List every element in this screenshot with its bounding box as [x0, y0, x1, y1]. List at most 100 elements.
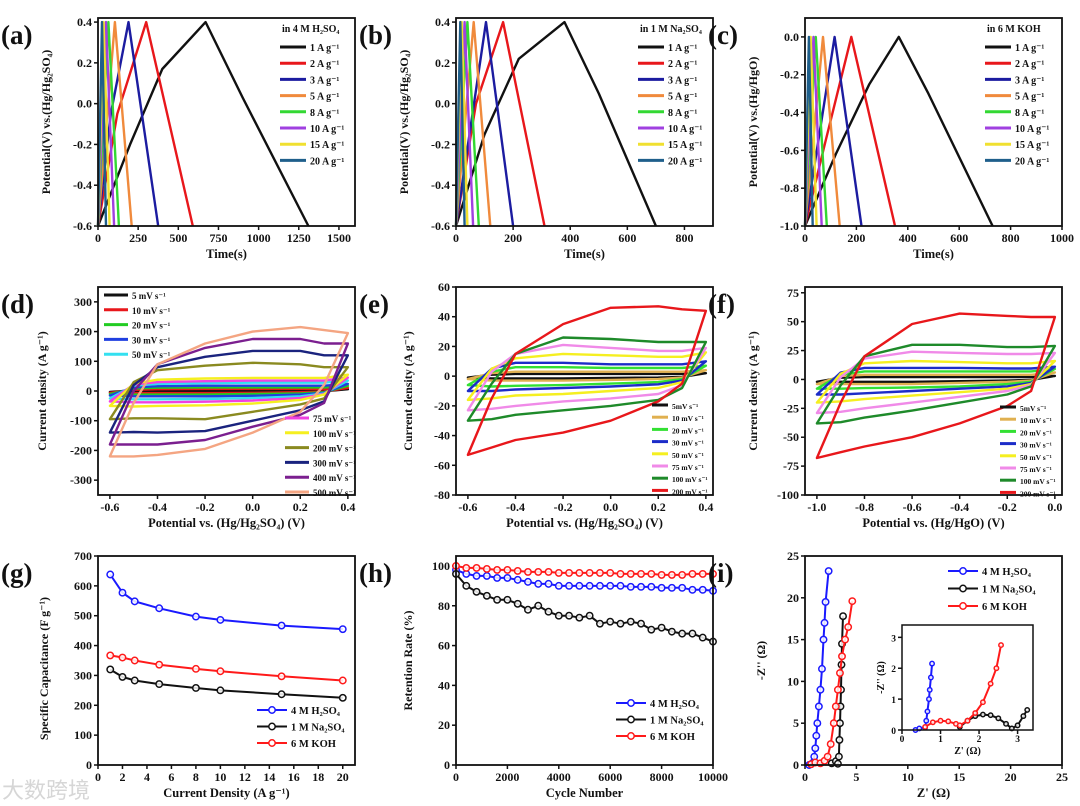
y-axis-title: Specific Capacitance (F g⁻¹) — [37, 597, 51, 740]
legend-item: 20 mV s⁻¹ — [104, 321, 171, 331]
legend-label: 20 mV s⁻¹ — [1020, 428, 1052, 437]
y-tick-label: 0 — [86, 758, 92, 772]
legend-label: 20 A g⁻¹ — [1015, 156, 1049, 167]
panel-label: (d) — [1, 289, 34, 319]
data-point — [462, 563, 471, 572]
legend-title: in 4 M H₂SO₄ — [282, 24, 339, 35]
legend-item: 1 A g⁻¹ — [985, 43, 1044, 54]
y-tick-label: 15 — [787, 633, 799, 647]
legend-marker — [268, 706, 276, 714]
panel-a: (a) 0 250 500 750 1000 1250 1500 -0.6 -0.4 -0.2 0.0… — [1, 15, 356, 261]
data-point — [993, 665, 1000, 672]
y-tick-label: 60 — [438, 639, 450, 653]
data-point — [964, 717, 971, 724]
legend-item: 100 mV s⁻¹ — [1000, 477, 1056, 486]
legend-label: 1 A g⁻¹ — [310, 43, 339, 54]
data-point — [130, 656, 139, 665]
data-point — [657, 623, 666, 632]
plot-area — [108, 325, 350, 458]
data-point — [482, 564, 491, 573]
x-tick-label: -0.6 — [903, 500, 922, 514]
y-tick-label: 100 — [74, 728, 92, 742]
panel-label: (c) — [708, 20, 738, 50]
data-point — [848, 597, 857, 606]
cv-loop — [108, 382, 350, 398]
x-tick-label: 3 — [1015, 735, 1020, 745]
data-point — [277, 690, 286, 699]
data-point — [524, 605, 532, 614]
data-point — [513, 566, 522, 575]
y-tick-label: -25 — [783, 401, 799, 415]
legend-item: 1 M Na₂SO₄ — [257, 723, 345, 734]
data-point — [191, 612, 200, 621]
legend-label: 4 M H₂SO₄ — [291, 706, 341, 717]
legend-label: 1 A g⁻¹ — [1015, 43, 1044, 54]
y-tick-label: -100 — [777, 488, 799, 502]
data-point — [927, 674, 934, 681]
x-tick-label: 10 — [902, 770, 914, 784]
data-point — [688, 629, 697, 638]
legend-item: 10 A g⁻¹ — [638, 124, 702, 135]
x-tick-label: 10 — [214, 770, 226, 784]
x-tick-label: 6000 — [598, 770, 622, 784]
legend-item: 100 mV s⁻¹ — [652, 475, 708, 484]
y-tick-label: 50 — [787, 315, 799, 329]
legend-item: 30 mV s⁻¹ — [652, 439, 704, 448]
cv-loop — [108, 361, 350, 421]
data-point — [513, 599, 522, 608]
x-tick-label: 0 — [453, 231, 459, 245]
series-1 — [452, 565, 717, 595]
data-point — [923, 717, 930, 724]
legend-label: 20 mV s⁻¹ — [132, 321, 171, 331]
legend-label: 5 A g⁻¹ — [1015, 92, 1044, 103]
legend-marker — [959, 567, 967, 575]
x-tick-label: 0 — [95, 231, 101, 245]
y-axis-title: Current density (A g⁻¹) — [746, 331, 760, 450]
x-tick-label: -0.4 — [506, 500, 525, 514]
series-8 — [466, 305, 708, 457]
x-tick-label: -0.2 — [998, 500, 1017, 514]
data-point — [995, 715, 1002, 722]
legend-label: 500 mV s⁻¹ — [313, 488, 356, 498]
y-tick-label: -60 — [434, 458, 450, 472]
cv-loop — [466, 305, 708, 457]
legend-label: 10 A g⁻¹ — [310, 124, 344, 135]
legend-label: 10 mV s⁻¹ — [132, 306, 171, 316]
series-9 — [108, 349, 350, 434]
legend-item: 8 A g⁻¹ — [985, 108, 1044, 119]
series-6 — [108, 376, 350, 404]
cv-loop — [466, 369, 708, 382]
series-10 — [108, 337, 350, 446]
data-point — [595, 619, 604, 628]
series-line — [96, 20, 310, 227]
legend: in 6 M KOH 1 A g⁻¹ 2 A g⁻¹ 3 A g⁻¹ 5 A g⁻¹ 8 … — [985, 24, 1049, 167]
data-point — [554, 581, 563, 590]
data-point — [811, 744, 820, 753]
legend-item: 1 M Na₂SO₄ — [948, 585, 1036, 596]
legend-item: 8 A g⁻¹ — [280, 108, 339, 119]
data-point — [595, 581, 604, 590]
y-tick-label: 200 — [74, 325, 92, 339]
plot-frame — [804, 286, 1063, 496]
legend-item: 50 mV s⁻¹ — [1000, 453, 1052, 462]
data-point — [637, 569, 645, 578]
x-tick-label: 25 — [1056, 770, 1068, 784]
legend-item: 75 mV s⁻¹ — [285, 414, 352, 424]
x-axis-title: Time(s) — [913, 247, 954, 261]
x-tick-label: 0 — [900, 735, 905, 745]
x-tick-label: 0.4 — [340, 500, 355, 514]
data-point — [338, 625, 347, 634]
y-tick-label: 20 — [438, 339, 450, 353]
data-point — [575, 581, 584, 590]
y-tick-label: -200 — [70, 443, 92, 457]
legend-label: 6 M KOH — [291, 739, 336, 750]
legend-label: 10 mV s⁻¹ — [1020, 416, 1052, 425]
legend-item: 1 M Na₂SO₄ — [616, 716, 704, 727]
legend-item: 10 A g⁻¹ — [985, 124, 1049, 135]
data-point — [667, 583, 676, 592]
plot-frame — [804, 17, 1063, 227]
cv-loop — [815, 343, 1057, 425]
y-tick-label: 300 — [74, 668, 92, 682]
y-tick-label: 200 — [74, 698, 92, 712]
